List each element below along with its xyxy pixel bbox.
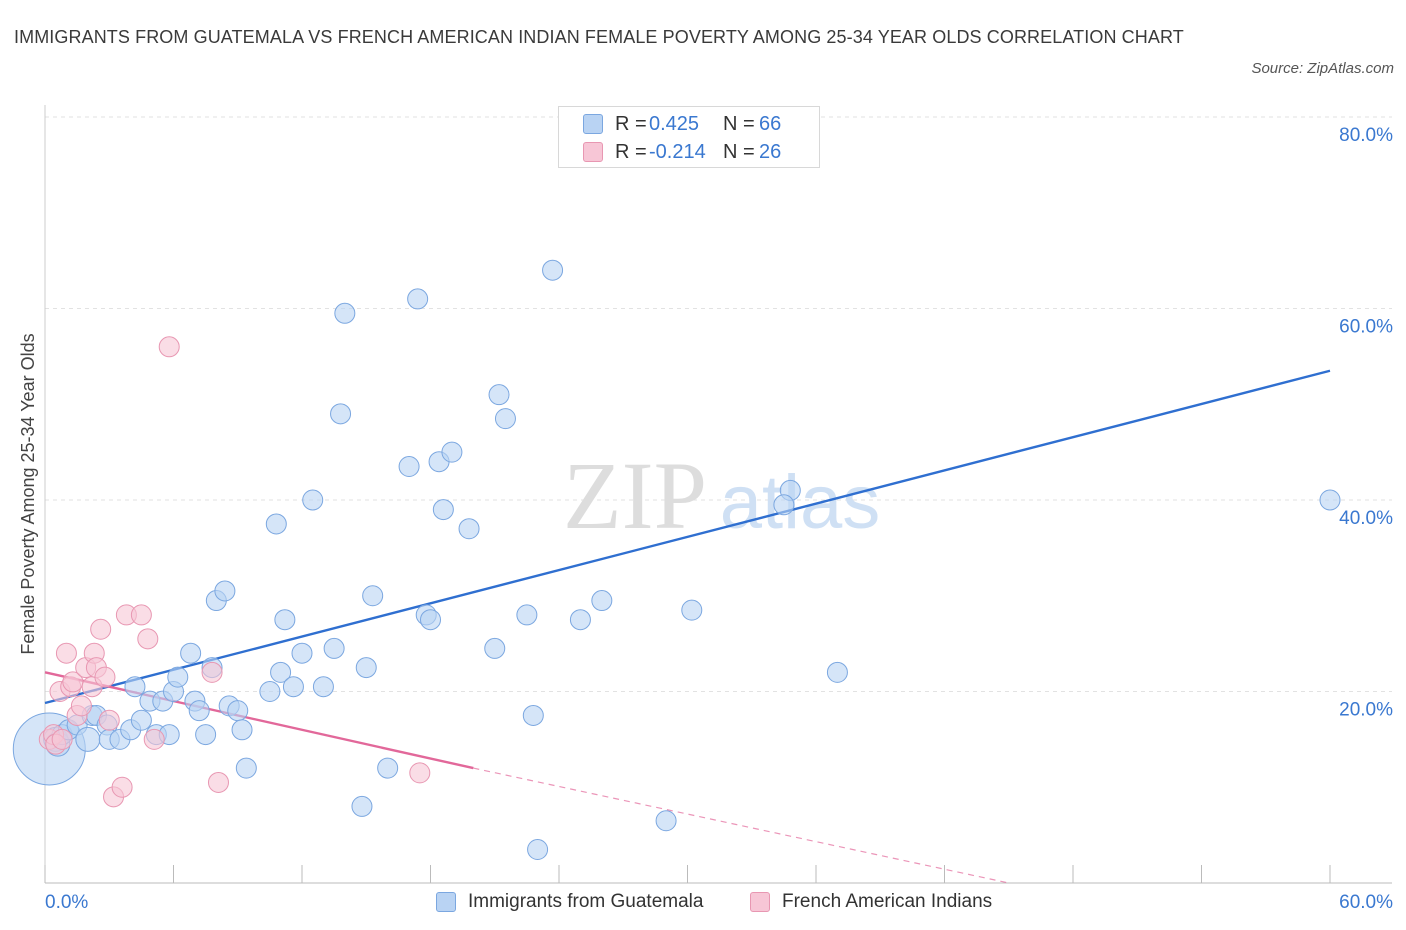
point-french-american-indian	[111, 776, 133, 798]
point-guatemala	[75, 726, 101, 752]
watermark: ZIP atlas	[563, 442, 880, 549]
stats-legend: R = 0.425 N = 66 R = -0.214 N = 26	[558, 106, 820, 168]
legend-swatch-pink	[583, 142, 603, 162]
point-guatemala	[420, 609, 441, 631]
bottom-legend-french-american-indians: French American Indians	[750, 888, 992, 916]
source-label: Source: ZipAtlas.com	[1251, 60, 1394, 77]
point-guatemala	[377, 757, 399, 779]
point-french-american-indian	[70, 695, 92, 717]
legend-row-french-american-indians: R = -0.214 N = 26	[583, 140, 781, 164]
point-guatemala	[227, 700, 249, 722]
y-tick-label: 80.0%	[1339, 125, 1393, 146]
point-guatemala	[195, 724, 217, 746]
point-guatemala	[302, 489, 324, 511]
y-axis-label: Female Poverty Among 25-34 Year Olds	[18, 333, 38, 654]
point-guatemala	[180, 642, 202, 664]
point-guatemala	[312, 676, 334, 698]
point-guatemala	[235, 757, 257, 779]
point-guatemala	[516, 604, 538, 626]
point-french-american-indian	[130, 604, 152, 626]
point-french-american-indian	[409, 762, 431, 784]
bottom-legend-swatch-pink	[750, 892, 770, 912]
point-guatemala	[432, 499, 454, 521]
point-guatemala	[1319, 489, 1341, 511]
point-guatemala	[355, 657, 377, 679]
trend-layer	[44, 369, 1331, 884]
point-guatemala	[773, 494, 795, 516]
point-french-american-indian	[90, 618, 112, 640]
point-guatemala	[351, 795, 373, 817]
x-tick-label: 60.0%	[1339, 892, 1393, 913]
point-french-american-indian	[94, 666, 116, 688]
bottom-legend-label: Immigrants from Guatemala	[468, 891, 704, 912]
legend-n-label: N =	[723, 140, 755, 163]
watermark-atlas: atlas	[720, 460, 881, 545]
point-french-american-indian	[137, 628, 159, 650]
y-tick-label: 40.0%	[1339, 508, 1393, 529]
point-guatemala	[494, 408, 516, 430]
point-guatemala	[231, 719, 253, 741]
point-french-american-indian	[143, 728, 165, 750]
chart-title: IMMIGRANTS FROM GUATEMALA VS FRENCH AMER…	[14, 27, 1184, 47]
point-guatemala	[522, 704, 544, 726]
point-guatemala	[291, 642, 313, 664]
grid-layer	[45, 116, 1392, 692]
point-guatemala	[484, 637, 506, 659]
legend-row-guatemala: R = 0.425 N = 66	[583, 112, 781, 136]
point-guatemala	[130, 709, 152, 731]
point-guatemala	[569, 609, 591, 631]
point-french-american-indian	[207, 771, 229, 793]
legend-r-value: 0.425	[649, 112, 700, 135]
point-guatemala	[527, 838, 549, 860]
point-guatemala	[334, 302, 356, 324]
trend-extension-french-american-indians	[473, 767, 1009, 884]
bottom-legend-swatch-blue	[436, 892, 456, 912]
y-tick-label: 20.0%	[1339, 700, 1393, 721]
points-layer	[12, 259, 1341, 860]
legend-r-value: -0.214	[649, 140, 706, 163]
point-guatemala	[323, 637, 345, 659]
point-french-american-indian	[55, 642, 77, 664]
legend-r-label: R =	[615, 112, 647, 135]
legend-n-value: 26	[759, 140, 782, 163]
trend-line-guatemala	[44, 369, 1331, 705]
point-guatemala	[407, 288, 429, 310]
legend-n-value: 66	[759, 112, 782, 135]
point-guatemala	[488, 384, 510, 406]
point-guatemala	[265, 513, 287, 535]
point-french-american-indian	[201, 661, 223, 683]
bottom-legend-label: French American Indians	[782, 891, 993, 912]
point-guatemala	[441, 441, 463, 463]
point-guatemala	[330, 403, 352, 425]
point-guatemala	[542, 259, 564, 281]
point-guatemala	[681, 599, 703, 621]
point-guatemala	[167, 666, 189, 688]
point-french-american-indian	[51, 728, 73, 750]
point-guatemala	[655, 810, 677, 832]
point-guatemala	[124, 676, 146, 698]
watermark-zip: ZIP	[563, 442, 707, 549]
point-guatemala	[214, 580, 236, 602]
point-guatemala	[591, 590, 613, 612]
point-guatemala	[826, 661, 848, 683]
trend-line-french-american-indians	[44, 671, 474, 770]
point-french-american-indian	[98, 709, 120, 731]
bottom-legend-guatemala: Immigrants from Guatemala	[436, 888, 703, 916]
point-guatemala	[270, 661, 292, 683]
point-guatemala	[458, 518, 480, 540]
point-guatemala	[282, 676, 304, 698]
point-french-american-indian	[158, 336, 180, 358]
x-tick-label: 0.0%	[45, 892, 88, 913]
point-guatemala	[362, 585, 384, 607]
point-guatemala	[398, 455, 420, 477]
legend-r-label: R =	[615, 140, 647, 163]
point-guatemala	[274, 609, 296, 631]
point-guatemala	[259, 681, 281, 702]
legend-swatch-blue	[583, 114, 603, 134]
point-guatemala	[188, 700, 210, 722]
axis-layer: 20.0% 40.0% 60.0% 80.0% 0.0% 60.0%	[44, 105, 1393, 913]
y-tick-label: 60.0%	[1339, 317, 1393, 338]
legend-n-label: N =	[723, 112, 755, 135]
